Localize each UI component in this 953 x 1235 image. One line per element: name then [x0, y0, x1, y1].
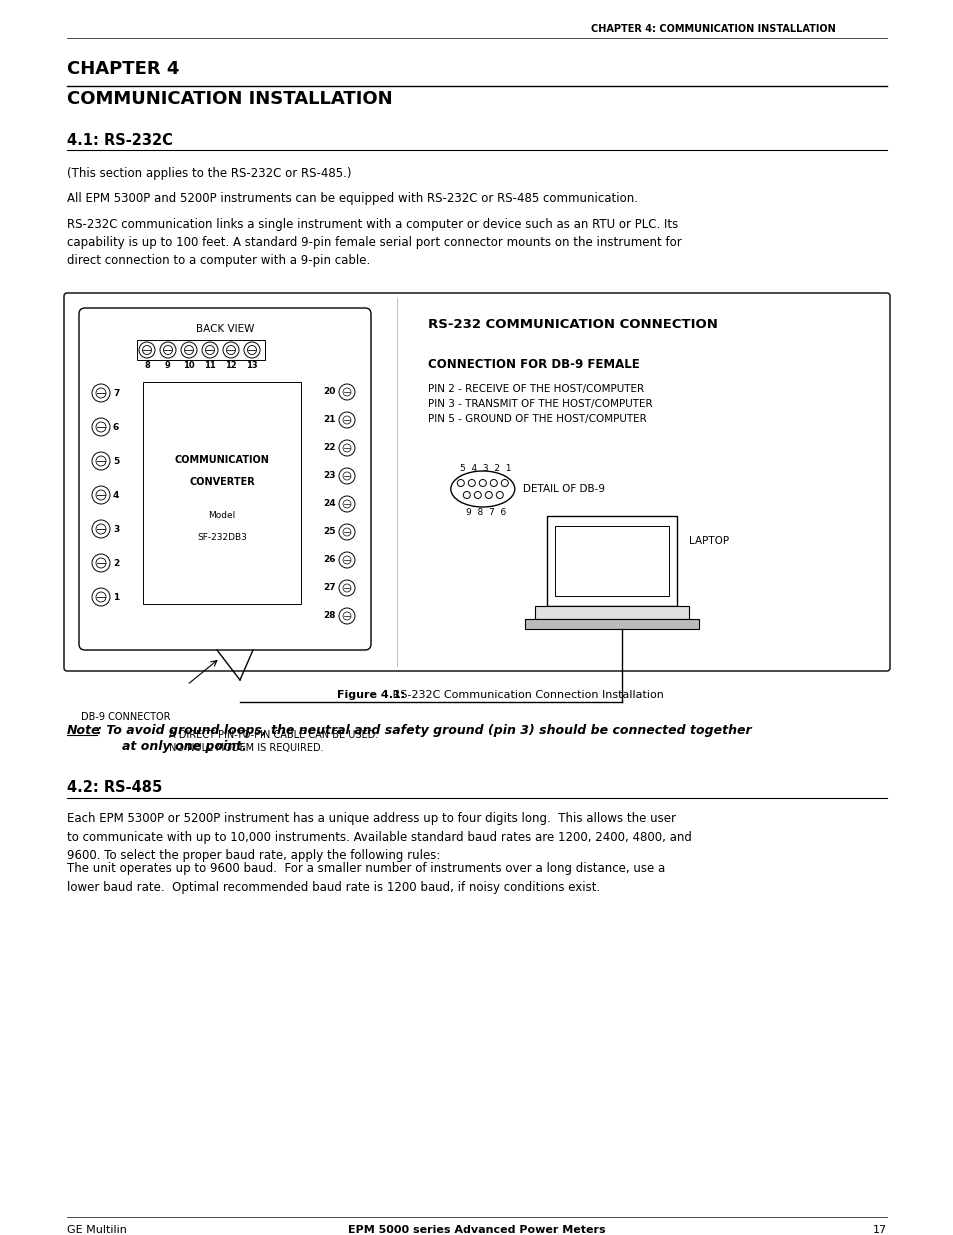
- Text: 22: 22: [323, 443, 335, 452]
- Text: Each EPM 5300P or 5200P instrument has a unique address up to four digits long. : Each EPM 5300P or 5200P instrument has a…: [67, 811, 691, 862]
- Text: RS-232C Communication Connection Installation: RS-232C Communication Connection Install…: [389, 690, 663, 700]
- Text: (This section applies to the RS-232C or RS-485.): (This section applies to the RS-232C or …: [67, 167, 351, 180]
- Text: 2: 2: [112, 558, 119, 568]
- Text: RS-232 COMMUNICATION CONNECTION: RS-232 COMMUNICATION CONNECTION: [427, 317, 717, 331]
- Text: All EPM 5300P and 5200P instruments can be equipped with RS-232C or RS-485 commu: All EPM 5300P and 5200P instruments can …: [67, 191, 638, 205]
- Text: 23: 23: [323, 472, 335, 480]
- Text: at only one point.: at only one point.: [122, 740, 247, 753]
- Text: 10: 10: [183, 361, 194, 370]
- Text: 20: 20: [323, 388, 335, 396]
- Text: 26: 26: [323, 556, 335, 564]
- Text: NO NULL MODEM IS REQUIRED.: NO NULL MODEM IS REQUIRED.: [169, 743, 323, 753]
- FancyBboxPatch shape: [79, 308, 371, 650]
- Text: 1: 1: [112, 593, 119, 601]
- Text: 12: 12: [225, 361, 236, 370]
- Text: COMMUNICATION INSTALLATION: COMMUNICATION INSTALLATION: [67, 90, 393, 107]
- Bar: [555, 526, 668, 597]
- Text: 9: 9: [165, 361, 171, 370]
- Bar: [524, 619, 699, 629]
- Text: 4.1: RS-232C: 4.1: RS-232C: [67, 133, 172, 148]
- Text: PIN 3 - TRANSMIT OF THE HOST/COMPUTER: PIN 3 - TRANSMIT OF THE HOST/COMPUTER: [427, 399, 652, 409]
- Text: DETAIL OF DB-9: DETAIL OF DB-9: [522, 484, 604, 494]
- Text: 11: 11: [204, 361, 215, 370]
- Text: Figure 4.1:: Figure 4.1:: [336, 690, 405, 700]
- Text: 4: 4: [112, 490, 119, 499]
- Text: 6: 6: [112, 422, 119, 431]
- Text: 7: 7: [112, 389, 119, 398]
- Text: The unit operates up to 9600 baud.  For a smaller number of instruments over a l: The unit operates up to 9600 baud. For a…: [67, 862, 664, 893]
- Text: COMMUNICATION: COMMUNICATION: [174, 454, 269, 464]
- Bar: [143, 382, 301, 604]
- Text: 27: 27: [323, 583, 335, 593]
- Text: EPM 5000 series Advanced Power Meters: EPM 5000 series Advanced Power Meters: [348, 1225, 605, 1235]
- Text: 17: 17: [872, 1225, 886, 1235]
- Bar: [535, 606, 688, 619]
- Text: CHAPTER 4: CHAPTER 4: [67, 61, 179, 78]
- Text: 4.2: RS-485: 4.2: RS-485: [67, 781, 162, 795]
- Text: 28: 28: [323, 611, 335, 620]
- Text: LAPTOP: LAPTOP: [688, 536, 728, 546]
- Text: BACK VIEW: BACK VIEW: [195, 324, 253, 333]
- Text: PIN 2 - RECEIVE OF THE HOST/COMPUTER: PIN 2 - RECEIVE OF THE HOST/COMPUTER: [427, 384, 643, 394]
- Text: Note: Note: [67, 724, 100, 737]
- Text: 3: 3: [112, 525, 119, 534]
- Text: Model: Model: [208, 511, 235, 520]
- Bar: [137, 340, 265, 359]
- Text: 25: 25: [323, 527, 335, 536]
- Text: 9  8  7  6: 9 8 7 6: [465, 508, 505, 517]
- Text: PIN 5 - GROUND OF THE HOST/COMPUTER: PIN 5 - GROUND OF THE HOST/COMPUTER: [427, 414, 646, 424]
- Bar: [546, 516, 677, 606]
- Text: 13: 13: [246, 361, 257, 370]
- FancyBboxPatch shape: [64, 293, 889, 671]
- Text: A DIRECT PIN-TO-PIN CABLE CAN BE USED.: A DIRECT PIN-TO-PIN CABLE CAN BE USED.: [169, 730, 377, 740]
- Text: 5  4  3  2  1: 5 4 3 2 1: [459, 464, 511, 473]
- Ellipse shape: [451, 471, 515, 508]
- Text: 24: 24: [323, 499, 335, 509]
- Text: SF-232DB3: SF-232DB3: [197, 532, 247, 542]
- Text: 21: 21: [323, 415, 335, 425]
- Text: DB-9 CONNECTOR: DB-9 CONNECTOR: [81, 713, 171, 722]
- Text: CONNECTION FOR DB-9 FEMALE: CONNECTION FOR DB-9 FEMALE: [427, 358, 639, 370]
- Text: 8: 8: [144, 361, 150, 370]
- Text: CONVERTER: CONVERTER: [189, 477, 254, 487]
- Text: : To avoid ground loops, the neutral and safety ground (pin 3) should be connect: : To avoid ground loops, the neutral and…: [97, 724, 751, 737]
- Text: 5: 5: [112, 457, 119, 466]
- Text: GE Multilin: GE Multilin: [67, 1225, 127, 1235]
- Text: RS-232C communication links a single instrument with a computer or device such a: RS-232C communication links a single ins…: [67, 219, 681, 267]
- Text: CHAPTER 4: COMMUNICATION INSTALLATION: CHAPTER 4: COMMUNICATION INSTALLATION: [591, 23, 836, 35]
